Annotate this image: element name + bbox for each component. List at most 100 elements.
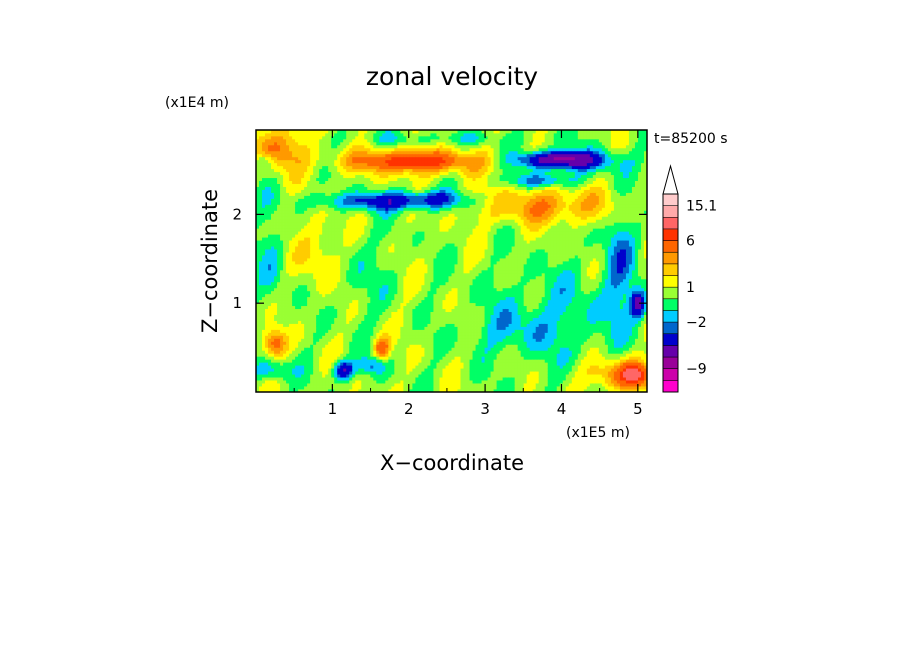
field-cell xyxy=(256,365,260,369)
field-cell xyxy=(304,350,308,354)
field-cell xyxy=(313,380,317,384)
field-cell xyxy=(403,237,407,241)
field-cell xyxy=(316,246,320,250)
field-cell xyxy=(403,189,407,193)
field-cell xyxy=(334,305,338,310)
field-cell xyxy=(268,255,272,259)
field-cell xyxy=(328,344,332,348)
field-cell xyxy=(337,210,341,214)
field-cell xyxy=(265,383,269,387)
field-cell xyxy=(346,317,350,321)
field-cell xyxy=(346,192,350,196)
field-cell xyxy=(376,186,380,190)
field-cell xyxy=(289,246,293,250)
field-cell xyxy=(262,210,266,214)
field-cell xyxy=(379,275,383,280)
field-cell xyxy=(424,314,428,318)
field-cell xyxy=(304,258,308,262)
field-cell xyxy=(391,353,395,357)
field-cell xyxy=(388,311,392,315)
field-cell xyxy=(346,356,350,360)
field-cell xyxy=(379,353,383,357)
field-cell xyxy=(373,287,377,292)
field-cell xyxy=(331,371,335,375)
field-cell xyxy=(295,141,299,146)
field-cell xyxy=(304,219,308,223)
field-cell xyxy=(385,153,389,158)
field-cell xyxy=(406,243,410,247)
field-cell xyxy=(403,380,407,384)
field-cell xyxy=(403,266,407,271)
field-cell xyxy=(319,183,323,187)
field-cell xyxy=(400,308,404,313)
field-cell xyxy=(271,228,275,232)
field-cell xyxy=(358,168,362,173)
field-cell xyxy=(421,231,425,235)
field-cell xyxy=(307,189,311,193)
field-cell xyxy=(421,293,425,298)
field-cell xyxy=(379,243,383,247)
field-cell xyxy=(322,261,326,265)
field-cell xyxy=(322,162,326,167)
field-cell xyxy=(256,350,260,354)
field-cell xyxy=(421,335,425,339)
field-cell xyxy=(376,207,380,211)
field-cell xyxy=(271,144,275,149)
field-cell xyxy=(274,368,278,372)
field-cell xyxy=(271,365,275,369)
field-cell xyxy=(316,147,320,152)
field-cell xyxy=(367,368,371,372)
field-cell xyxy=(421,326,425,330)
field-cell xyxy=(304,314,308,318)
field-cell xyxy=(301,258,305,262)
field-cell xyxy=(280,132,284,137)
field-cell xyxy=(409,368,413,372)
field-cell xyxy=(331,147,335,152)
field-cell xyxy=(397,329,401,333)
field-cell xyxy=(376,132,380,137)
field-cell xyxy=(400,150,404,155)
field-cell xyxy=(274,162,278,167)
field-cell xyxy=(421,234,425,238)
field-cell xyxy=(421,258,425,262)
field-cell xyxy=(370,222,374,226)
field-cell xyxy=(385,156,389,161)
field-cell xyxy=(418,198,422,202)
field-cell xyxy=(412,368,416,372)
field-cell xyxy=(283,323,287,327)
field-cell xyxy=(316,365,320,369)
field-cell xyxy=(259,362,263,366)
field-cell xyxy=(304,338,308,342)
field-cell xyxy=(412,296,416,301)
field-cell xyxy=(370,371,374,375)
field-cell xyxy=(361,377,365,381)
field-cell xyxy=(412,141,416,146)
field-cell xyxy=(349,162,353,167)
field-cell xyxy=(346,141,350,146)
field-cell xyxy=(409,147,413,152)
field-cell xyxy=(310,281,314,286)
field-cell xyxy=(367,231,371,235)
field-cell xyxy=(346,371,350,375)
field-cell xyxy=(310,228,314,232)
field-cell xyxy=(391,156,395,161)
field-cell xyxy=(415,186,419,190)
field-cell xyxy=(424,356,428,360)
field-cell xyxy=(370,141,374,146)
field-cell xyxy=(349,386,353,390)
field-cell xyxy=(364,314,368,318)
field-cell xyxy=(415,210,419,214)
field-cell xyxy=(367,261,371,265)
field-cell xyxy=(376,278,380,283)
field-cell xyxy=(409,356,413,360)
field-cell xyxy=(301,168,305,173)
field-cell xyxy=(403,269,407,274)
field-cell xyxy=(304,344,308,348)
field-cell xyxy=(337,314,341,318)
field-cell xyxy=(418,350,422,354)
field-cell xyxy=(277,222,281,226)
field-cell xyxy=(421,255,425,259)
field-cell xyxy=(316,263,320,268)
field-cell xyxy=(268,290,272,295)
field-cell xyxy=(286,347,290,351)
